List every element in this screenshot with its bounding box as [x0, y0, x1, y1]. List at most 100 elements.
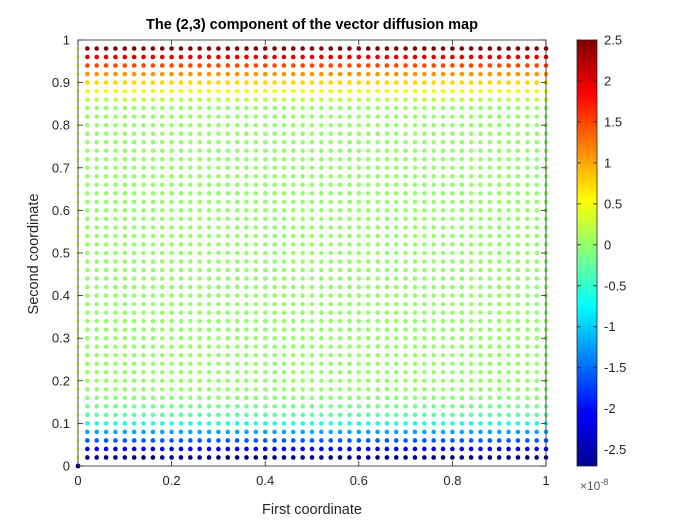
data-point: [113, 165, 118, 171]
data-point: [393, 131, 399, 137]
data-point: [169, 250, 174, 256]
data-point: [412, 284, 418, 290]
data-point: [290, 404, 296, 409]
data-point: [506, 361, 511, 367]
data-point: [131, 139, 137, 145]
data-point: [478, 259, 483, 264]
data-point: [272, 97, 277, 102]
data-point: [281, 301, 287, 307]
data-point: [253, 276, 259, 281]
data-point: [131, 378, 137, 384]
data-point: [487, 344, 493, 350]
data-point: [450, 191, 455, 196]
data-point: [440, 131, 446, 137]
data-point: [384, 301, 390, 307]
data-point: [337, 310, 343, 315]
data-point: [234, 327, 240, 332]
data-point: [85, 352, 90, 358]
data-point: [262, 310, 268, 315]
data-point: [356, 165, 362, 171]
data-point: [478, 429, 483, 435]
data-point: [403, 455, 408, 460]
data-point: [328, 335, 334, 341]
data-point: [234, 361, 240, 367]
data-point: [309, 233, 315, 239]
data-point: [113, 429, 118, 435]
data-point: [524, 446, 530, 452]
data-point: [197, 301, 202, 307]
data-point: [216, 429, 221, 435]
data-point: [384, 242, 390, 247]
data-point: [440, 369, 446, 375]
data-point: [225, 208, 231, 213]
data-point: [85, 225, 90, 230]
data-point: [422, 318, 427, 324]
data-point: [412, 242, 418, 247]
data-point: [188, 46, 193, 51]
data-point: [141, 131, 146, 137]
data-point: [272, 208, 277, 213]
data-point: [440, 148, 446, 154]
data-point: [122, 259, 128, 264]
data-point: [272, 88, 277, 94]
data-point: [85, 276, 90, 281]
data-point: [319, 88, 324, 94]
data-point: [300, 63, 305, 68]
data-point: [375, 421, 380, 426]
data-point: [412, 165, 418, 171]
data-point: [131, 122, 137, 128]
data-point: [178, 199, 184, 205]
data-point: [478, 369, 483, 375]
data-point: [328, 174, 334, 179]
data-point: [290, 438, 296, 443]
data-point: [440, 71, 446, 77]
data-point: [403, 259, 408, 264]
data-point: [487, 369, 493, 375]
data-point: [403, 378, 408, 384]
data-point: [384, 421, 390, 426]
data-point: [150, 148, 156, 154]
data-point: [403, 344, 408, 350]
data-point: [281, 156, 287, 162]
data-point: [197, 352, 202, 358]
data-point: [169, 259, 174, 264]
data-point: [384, 131, 390, 137]
data-point: [337, 174, 343, 179]
data-point: [141, 276, 146, 281]
data-point: [85, 327, 90, 332]
data-point: [440, 191, 446, 196]
data-point: [365, 191, 371, 196]
data-point: [197, 344, 202, 350]
data-point: [300, 80, 305, 85]
data-point: [272, 404, 277, 409]
data-point: [103, 455, 109, 460]
data-point: [150, 165, 156, 171]
data-point: [85, 344, 90, 350]
data-point: [328, 301, 334, 307]
data-point: [113, 156, 118, 162]
data-point: [347, 404, 352, 409]
data-point: [478, 293, 483, 298]
data-point: [244, 139, 249, 145]
data-point: [225, 191, 231, 196]
data-point: [169, 267, 174, 273]
data-point: [450, 225, 455, 230]
data-point: [178, 293, 184, 298]
data-point: [356, 114, 362, 119]
data-point: [450, 97, 455, 102]
data-point: [234, 395, 240, 401]
data-point: [506, 446, 511, 452]
data-point: [384, 344, 390, 350]
data-point: [103, 378, 109, 384]
data-point: [225, 88, 231, 94]
data-point: [290, 352, 296, 358]
data-point: [384, 327, 390, 332]
data-point: [431, 310, 436, 315]
data-point: [412, 378, 418, 384]
data-point: [412, 276, 418, 281]
data-point: [365, 446, 371, 452]
data-point: [253, 404, 259, 409]
data-point: [319, 318, 324, 324]
data-point: [309, 369, 315, 375]
data-point: [403, 318, 408, 324]
